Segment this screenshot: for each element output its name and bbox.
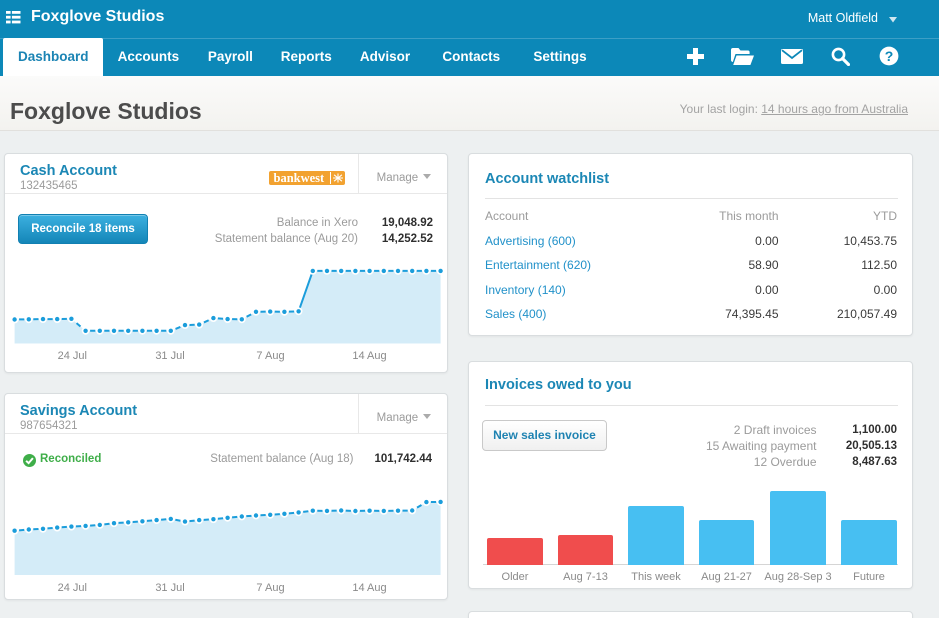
svg-text:14 Aug: 14 Aug (352, 350, 386, 362)
svg-text:7 Aug: 7 Aug (256, 582, 284, 594)
svg-text:24 Jul: 24 Jul (58, 582, 87, 594)
svg-text:24 Jul: 24 Jul (58, 350, 87, 362)
svg-text:?: ? (885, 48, 894, 64)
svg-text:7 Aug: 7 Aug (256, 350, 284, 362)
svg-text:14 Aug: 14 Aug (352, 582, 386, 594)
svg-text:31 Jul: 31 Jul (155, 350, 184, 362)
svg-text:31 Jul: 31 Jul (155, 582, 184, 594)
